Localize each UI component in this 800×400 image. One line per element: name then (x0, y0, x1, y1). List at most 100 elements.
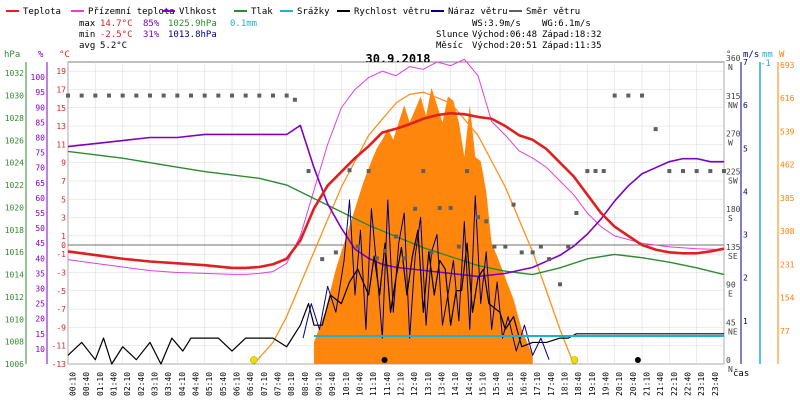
wind-direction-point (79, 93, 84, 98)
time-tick-label: 10:10 (342, 372, 351, 396)
humidity-tick-label: 75 (35, 149, 45, 158)
time-tick-label: 19:10 (588, 372, 597, 396)
direction-tick-label: NE (728, 327, 738, 336)
wind-direction-point (175, 93, 180, 98)
wind-direction-point (243, 93, 248, 98)
time-tick-label: 23:10 (697, 372, 706, 396)
stats-panel: max 14.7°C 85% 1025.9hPa 0.1mm min -2.5°… (79, 19, 602, 51)
wind-direction-point (722, 169, 726, 174)
humidity-tick-label: 85 (35, 118, 45, 127)
temperature-tick-label: 5 (61, 195, 66, 204)
wind-direction-point (538, 244, 543, 249)
humidity-tick-label: 100 (31, 73, 46, 82)
direction-tick-label: NW (728, 101, 738, 110)
stat-avg-label: avg (79, 41, 95, 51)
right-axes: 360N315NW270W225SW180S135SE90E45NE0N7654… (726, 54, 795, 374)
time-tick-label: 03:40 (164, 372, 173, 396)
wind-direction-point (413, 206, 418, 211)
stat-moon-label: Měsíc (436, 41, 463, 51)
humidity-tick-label: 40 (35, 254, 45, 263)
direction-tick-value: 0 (726, 356, 731, 365)
unit-mm: mm (762, 50, 773, 60)
wind-direction-point (320, 257, 325, 262)
time-tick-label: 20:40 (629, 372, 638, 396)
time-tick-label: 04:10 (178, 372, 187, 396)
legend-label: Teplota (23, 7, 61, 17)
series-vlhkost (67, 124, 724, 278)
wind-direction-point (429, 250, 434, 255)
stat-max-hum: 85% (143, 19, 160, 29)
radiation-tick-label: 385 (780, 194, 795, 203)
pressure-tick-label: 1030 (5, 92, 24, 101)
wind-direction-point (653, 127, 658, 132)
wind-direction-point (456, 244, 461, 249)
wind-direction-point (558, 282, 562, 287)
wind-direction-point (374, 256, 379, 261)
stat-min-press: 1013.8hPa (168, 30, 217, 40)
time-tick-label: 17:40 (547, 372, 556, 396)
wind-direction-point (484, 219, 489, 224)
wind-direction-point (107, 93, 111, 98)
wind-direction-point (421, 169, 426, 174)
pressure-tick-label: 1018 (5, 226, 24, 235)
direction-tick-value: 225 (726, 167, 741, 176)
humidity-tick-label: 50 (35, 224, 45, 233)
radiation-tick-label: 231 (780, 260, 795, 269)
direction-tick-label: N (728, 63, 733, 72)
wind-direction-point (394, 234, 398, 239)
time-tick-label: 23:40 (711, 372, 720, 396)
wind-direction-point (93, 93, 98, 98)
pressure-tick-label: 1010 (5, 315, 24, 324)
direction-tick-label: N (728, 365, 733, 374)
unit-ms: m/s (743, 50, 759, 60)
humidity-tick-label: 45 (35, 239, 45, 248)
temperature-tick-label: 9 (61, 159, 66, 168)
wind-direction-point (612, 93, 617, 98)
wind-tick-label: 7 (743, 58, 748, 67)
wind-direction-point (292, 97, 297, 102)
legend-label: Přízemní teplota (88, 7, 175, 17)
time-tick-label: 13:10 (424, 372, 433, 396)
time-tick-label: 20:10 (615, 372, 624, 396)
pressure-tick-label: 1006 (5, 360, 24, 369)
left-axes: 1032103010281026102410221020101810161014… (5, 62, 66, 369)
time-tick-label: 21:10 (643, 372, 652, 396)
time-tick-label: 03:10 (151, 372, 160, 396)
time-tick-label: 18:40 (574, 372, 583, 396)
temperature-tick-label: -1 (56, 250, 66, 259)
humidity-tick-label: 65 (35, 179, 45, 188)
wind-direction-point (681, 169, 685, 174)
radiation-tick-label: 462 (780, 161, 795, 170)
wind-direction-point (257, 93, 262, 98)
temperature-tick-label: -13 (52, 360, 67, 369)
wind-direction-point (448, 205, 453, 210)
wind-direction-point (66, 93, 70, 98)
time-tick-label: 22:10 (670, 372, 679, 396)
time-tick-label: 02:10 (123, 372, 132, 396)
humidity-tick-label: 30 (35, 285, 45, 294)
radiation-tick-label: 693 (780, 61, 795, 70)
wind-direction-point (640, 93, 644, 98)
x-axis-label: čas (733, 368, 749, 379)
time-tick-label: 19:40 (602, 372, 611, 396)
time-tick-label: 09:10 (315, 372, 324, 396)
wind-direction-point (230, 93, 234, 98)
humidity-tick-label: 15 (35, 330, 45, 339)
time-tick-label: 07:40 (274, 372, 283, 396)
wind-direction-point (120, 93, 125, 98)
direction-tick-label: S (728, 214, 733, 223)
x-axis: 00:10 00:40 01:10 01:40 02:10 02:40 03:10 03:40… (69, 372, 720, 396)
temperature-tick-label: 17 (56, 85, 66, 94)
wind-tick-label: 6 (743, 101, 748, 110)
temperature-tick-label: -9 (56, 323, 66, 332)
pressure-tick-label: 1026 (5, 136, 24, 145)
wind-direction-point (574, 211, 579, 215)
wind-direction-point (284, 93, 289, 98)
series-layer (66, 58, 726, 365)
wind-direction-point (566, 244, 571, 249)
humidity-tick-label: 20 (35, 315, 45, 324)
temperature-tick-label: 3 (61, 214, 66, 223)
time-tick-label: 01:40 (110, 372, 119, 396)
pressure-tick-label: 1028 (5, 114, 24, 123)
